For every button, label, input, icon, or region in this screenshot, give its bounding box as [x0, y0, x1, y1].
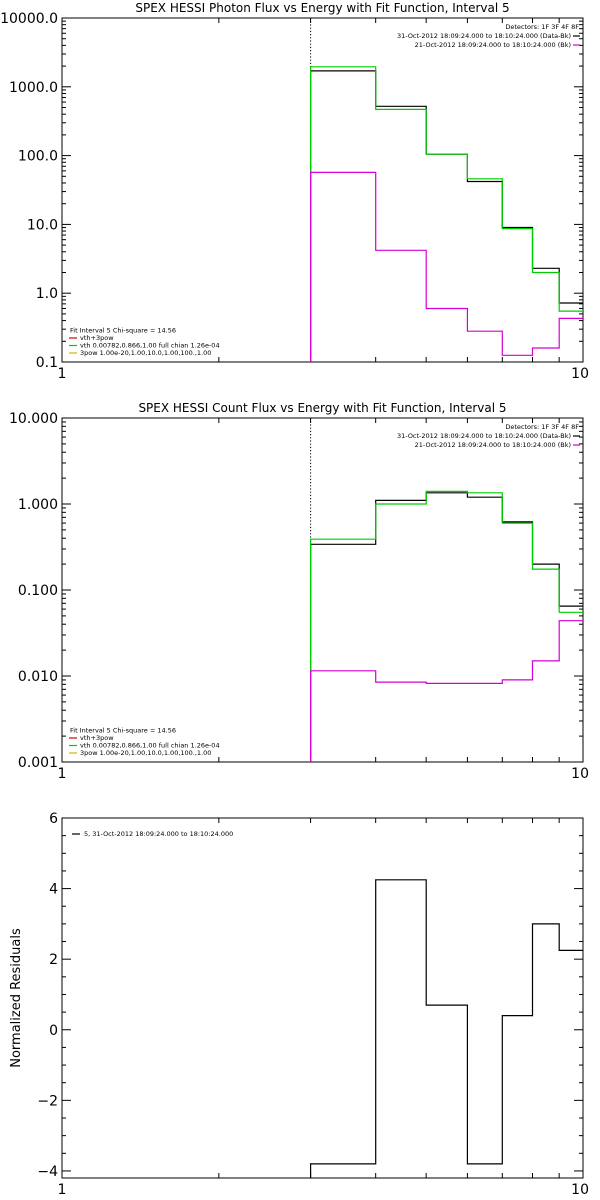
series-line: [310, 171, 583, 362]
y-tick-label: −4: [37, 1164, 58, 1180]
series-2: [310, 66, 583, 362]
plot-frame: [61, 17, 584, 363]
legend-entry: vth+3pow: [80, 334, 114, 342]
legend-entry: 3pow 1.00e-20,1.00,10.0,1.00,100.,1.00: [80, 349, 211, 357]
plot-frame: [61, 817, 584, 1179]
y-tick-label: 10000.0: [0, 11, 58, 27]
chart-panel-1: SPEX HESSI Photon Flux vs Energy with Fi…: [0, 1, 589, 382]
y-tick-label: 0.1: [36, 355, 58, 371]
legend-entry: vth 0.00782,0.866,1.00 full chian 1.26e-…: [80, 342, 220, 350]
legend-entry: vth 0.00782,0.866,1.00 full chian 1.26e-…: [80, 742, 220, 750]
legend-entry: 21-Oct-2012 18:09:24.000 to 18:10:24.000…: [415, 441, 571, 449]
y-tick-label: 100.0: [18, 149, 58, 165]
legend-entry: 5, 31-Oct-2012 18:09:24.000 to 18:10:24.…: [84, 830, 233, 838]
series-3: [310, 171, 583, 362]
chart-panel-2: SPEX HESSI Count Flux vs Energy with Fit…: [9, 401, 589, 782]
y-tick-label: 2: [49, 952, 58, 968]
y-tick-label: 10.000: [9, 411, 58, 427]
legend-entry: Detectors: 1F 3F 4F 8F: [505, 23, 579, 31]
x-tick-label: 10: [571, 766, 589, 782]
y-tick-label: 1000.0: [9, 80, 58, 96]
legend-entry: Detectors: 1F 3F 4F 8F: [505, 423, 579, 431]
x-tick-label: 10: [571, 1182, 589, 1198]
series-1: [310, 70, 583, 362]
legend-entry: Fit Interval 5 Chi-square = 14.56: [70, 327, 176, 335]
y-tick-label: 0.010: [18, 669, 58, 685]
x-tick-label: 1: [58, 366, 67, 382]
legend-entry: 31-Oct-2012 18:09:24.000 to 18:10:24.000…: [397, 432, 571, 440]
y-tick-label: −2: [37, 1093, 58, 1109]
y-tick-label: 0.100: [18, 583, 58, 599]
y-tick-label: 0.001: [18, 755, 58, 771]
y-tick-label: 4: [49, 882, 58, 898]
series-3: [310, 620, 583, 762]
legend-entry: 21-Oct-2012 18:09:24.000 to 18:10:24.000…: [415, 41, 571, 49]
series-line: [310, 490, 583, 762]
series-line: [310, 66, 583, 362]
y-axis-label: Normalized Residuals: [9, 928, 24, 1068]
legend-entry: vth+3pow: [80, 734, 114, 742]
series-2: [310, 490, 583, 762]
series-line: [310, 879, 583, 1178]
plot-frame: [61, 417, 584, 763]
chart-title: SPEX HESSI Count Flux vs Energy with Fit…: [138, 401, 506, 415]
series-line: [310, 492, 583, 762]
chart-title: SPEX HESSI Photon Flux vs Energy with Fi…: [135, 1, 509, 15]
y-tick-label: 6: [49, 811, 58, 827]
chart-panel-3: Normalized Residuals 6 4 2 0 −2 −41 10 5, 31-Oct…: [9, 811, 589, 1198]
y-tick-label: 0: [49, 1023, 58, 1039]
legend-entry: 31-Oct-2012 18:09:24.000 to 18:10:24.000…: [397, 32, 571, 40]
x-tick-label: 1: [58, 1182, 67, 1198]
x-tick-label: 1: [58, 766, 67, 782]
legend-entry: 3pow 1.00e-20,1.00,10.0,1.00,100.,1.00: [80, 749, 211, 757]
legend-entry: Fit Interval 5 Chi-square = 14.56: [70, 727, 176, 735]
series-line: [310, 620, 583, 762]
y-tick-label: 1.0: [36, 286, 58, 302]
x-tick-label: 10: [571, 366, 589, 382]
series-1: [310, 879, 583, 1178]
series-line: [310, 70, 583, 362]
y-tick-label: 1.000: [18, 497, 58, 513]
series-1: [310, 492, 583, 762]
y-tick-label: 10.0: [27, 217, 58, 233]
